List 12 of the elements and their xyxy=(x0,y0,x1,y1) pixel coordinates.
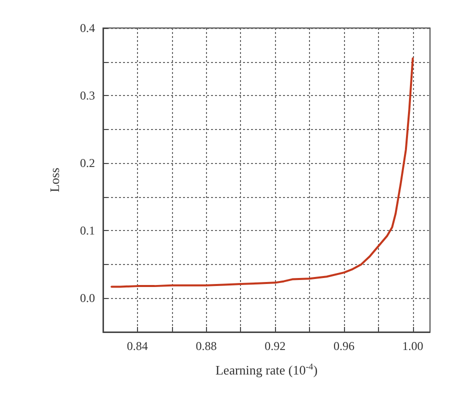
y-tick-label: 0.0 xyxy=(80,291,95,306)
line-series xyxy=(110,57,414,288)
x-tick-label: 1.00 xyxy=(402,339,424,353)
x-tick-label: 0.84 xyxy=(126,339,148,353)
y-tick-label: 0.2 xyxy=(80,156,95,170)
x-tick-label: 0.96 xyxy=(333,339,354,353)
x-tick-label: 0.88 xyxy=(196,339,217,353)
y-tick-label: 0.1 xyxy=(80,224,95,238)
y-axis-title: Loss xyxy=(47,168,62,192)
y-tick-label: 0.4 xyxy=(80,21,95,35)
y-tick-label: 0.3 xyxy=(80,88,95,103)
x-tick-label: 0.92 xyxy=(264,339,286,353)
